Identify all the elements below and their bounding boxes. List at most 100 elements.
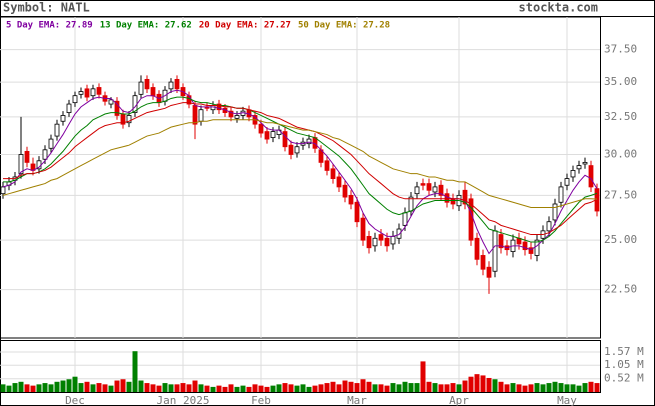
volume-bar [120,379,126,392]
candle-body [0,186,6,195]
candle-body [378,234,384,241]
volume-bar [492,379,498,392]
volume-bar [216,385,222,392]
volume-bar [66,379,72,392]
volume-bar [594,383,600,392]
price-panel [0,16,601,339]
candle-body [570,170,576,178]
volume-bar [282,383,288,392]
candle-body [84,88,90,98]
volume-bar [198,384,204,392]
candle-body [306,138,312,145]
volume-bar [246,386,252,392]
candle-body [438,184,444,196]
volume-bar [330,381,336,392]
candle-body [546,221,552,232]
ema-line [2,119,598,208]
candle-body [108,99,114,105]
volume-bar [90,384,96,392]
x-tick-label: Jan 2025 [157,394,210,406]
candle-body [174,79,180,90]
volume-bar [30,385,36,392]
volume-bar [192,380,198,392]
volume-bar [546,383,552,392]
volume-bar [252,384,258,392]
candle-body [96,87,102,95]
candle-body [198,109,204,122]
volume-bar [420,361,426,392]
site: stockta.com [519,1,598,15]
legend-entry: 5 Day EMA: 27.89 [6,21,93,31]
volume-bar [360,379,366,392]
volume-bar [18,381,24,392]
candle-body [324,160,330,171]
y-tick-label: 22.50 [604,283,637,296]
volume-bar [426,381,432,392]
volume-bar [582,383,588,392]
candle-body [426,183,432,191]
ema-line [2,89,598,255]
candle-body [348,194,354,205]
volume-bar [570,384,576,392]
candle-body [66,103,72,113]
volume-bar [234,386,240,392]
volume-bar [72,376,78,392]
volume-bar [60,380,66,392]
legend-entry: 20 Day EMA: 27.27 [199,21,291,31]
volume-bar [540,384,546,392]
volume-bar [372,384,378,392]
y-tick-label: 0.52 M [604,372,644,385]
volume-bar [24,384,30,392]
volume-bar [150,384,156,392]
volume-bar [294,385,300,392]
volume-bar [300,384,306,392]
candle-body [270,131,276,138]
volume-bar [444,384,450,392]
volume-bar [288,384,294,392]
candle-body [264,131,270,140]
volume-bar [396,384,402,392]
legend-entry: 50 Day EMA: 27.28 [298,21,390,31]
candle-body [366,236,372,249]
candle-body [354,201,360,223]
volume-panel [0,340,601,393]
volume-bar [516,384,522,392]
y-tick-label: 35.00 [604,75,637,88]
candle-body [576,165,582,170]
candle-body [168,81,174,90]
volume-bar [270,385,276,392]
volume-bar [318,384,324,392]
volume-bar [552,381,558,392]
volume-bar [324,383,330,392]
y-tick-label: 1.57 M [604,345,644,358]
volume-bar [0,384,6,392]
volume-bar [174,384,180,392]
volume-bar [180,383,186,392]
candle-body [534,239,540,256]
volume-bar [336,384,342,392]
candle-body [192,105,198,125]
volume-bar [414,383,420,392]
volume-bar [162,383,168,392]
candle-body [432,186,438,193]
candle-body [552,203,558,221]
volume-bar [456,384,462,392]
candle-body [372,237,378,247]
volume-bar [480,375,486,392]
volume-bar [510,383,516,392]
volume-bar [438,384,444,392]
candle-body [450,198,456,205]
volume-bar [144,383,150,392]
volume-bar [42,383,48,392]
volume-bar [408,383,414,392]
candle-body [216,103,222,111]
candle-body [294,146,300,154]
volume-bar [126,381,132,392]
symbol: Symbol: NATL [3,1,90,15]
legend-entry: 13 Day EMA: 27.62 [100,21,192,31]
volume-bar [576,385,582,392]
candle-body [228,110,234,118]
volume-bar [222,386,228,392]
y-tick-label: 30.00 [604,148,637,161]
candle-body [498,234,504,249]
